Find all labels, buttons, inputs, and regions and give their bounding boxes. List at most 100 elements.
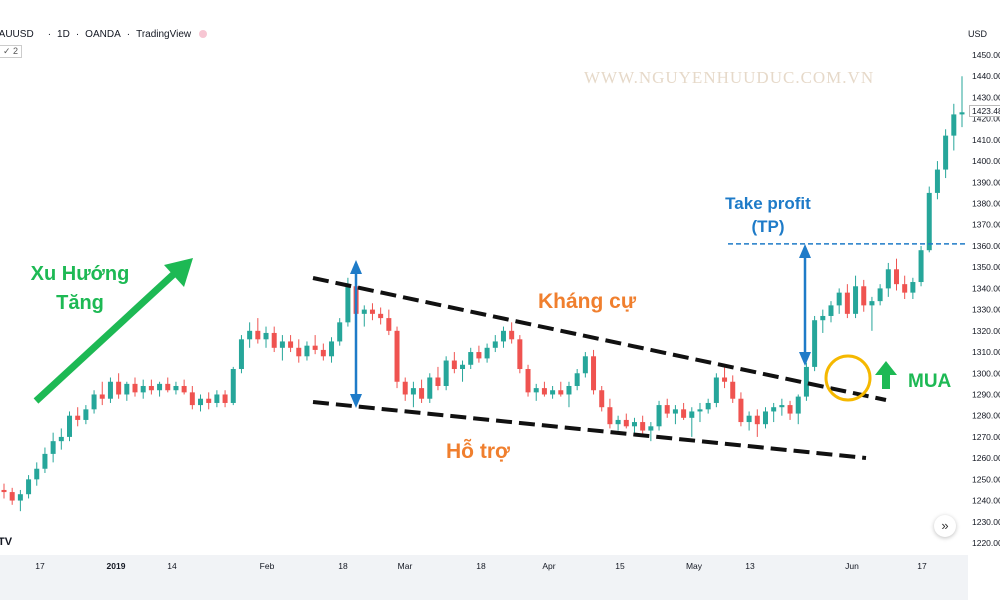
resistance-line (312, 276, 887, 402)
time-tick-label: Apr (542, 561, 555, 571)
candle (378, 307, 384, 325)
uptrend-arrow (33, 258, 193, 404)
separator: · (47, 29, 52, 40)
price-tick-label: 1300.00 (972, 368, 1000, 378)
candle (902, 275, 908, 299)
candle (279, 335, 285, 361)
price-tick-label: 1370.00 (972, 220, 1000, 230)
time-tick-label: 2019 (107, 561, 126, 571)
candle (255, 318, 261, 344)
indicator-toggle[interactable]: ✓ 2 (0, 45, 23, 58)
candle (361, 305, 367, 327)
candle (500, 326, 506, 348)
price-tick-label: 1320.00 (972, 326, 1000, 336)
candle (1, 483, 7, 499)
time-tick-labels: 17 2019 14 Feb 18 Mar 18 Apr 15 May 13 Jun 17 (35, 561, 927, 571)
support-line (312, 400, 867, 460)
candle (623, 413, 629, 429)
price-tick-label: 1250.00 (972, 474, 1000, 484)
candle (550, 385, 556, 399)
price-axis[interactable] (968, 0, 1000, 600)
candle (820, 309, 826, 333)
candle (893, 258, 899, 291)
candle (926, 186, 932, 253)
candle (828, 301, 834, 323)
time-axis[interactable] (0, 555, 968, 600)
candle (722, 366, 728, 389)
time-tick-label: Mar (398, 561, 413, 571)
buy-label: MUA (908, 371, 952, 392)
buy-arrow-icon (875, 361, 897, 389)
candle (713, 373, 719, 408)
candle (337, 318, 343, 346)
candle (34, 462, 40, 486)
candle (754, 409, 760, 437)
candle (50, 432, 56, 463)
candle (631, 417, 637, 433)
candle (157, 381, 163, 397)
candle (599, 385, 605, 412)
price-tick-label: 1340.00 (972, 283, 1000, 293)
candle (640, 415, 646, 435)
candle (492, 335, 498, 353)
candle (460, 360, 466, 382)
candle (419, 379, 425, 403)
time-tick-label: Jun (845, 561, 859, 571)
price-tick-label: 1220.00 (972, 538, 1000, 548)
candle (173, 381, 179, 395)
candle (672, 405, 678, 425)
price-tick-label: 1430.00 (972, 92, 1000, 102)
price-tick-label: 1380.00 (972, 199, 1000, 209)
price-tick-label: 1260.00 (972, 453, 1000, 463)
candle (476, 345, 482, 363)
candle (509, 322, 515, 344)
separator: · (126, 29, 131, 40)
candle (591, 349, 597, 395)
candle (222, 390, 228, 408)
candle (206, 392, 212, 410)
candle (214, 390, 220, 408)
candle (836, 288, 842, 314)
price-tick-label: 1240.00 (972, 496, 1000, 506)
candle (885, 262, 891, 297)
candle (746, 411, 752, 431)
candle (648, 422, 654, 442)
candle (263, 326, 269, 348)
candle (132, 377, 138, 397)
candle (402, 377, 408, 401)
candle (107, 377, 113, 403)
candle (566, 381, 572, 408)
candle (934, 161, 940, 200)
candle (697, 402, 703, 423)
last-price-tag: 1423.48 (969, 105, 1000, 117)
candle (443, 356, 449, 391)
take-profit-label: Take profit (TP) (725, 194, 811, 236)
candle (918, 245, 924, 287)
candle (812, 315, 818, 372)
price-tick-label: 1390.00 (972, 177, 1000, 187)
candle (26, 475, 32, 499)
candle (329, 337, 335, 363)
candle (124, 381, 130, 401)
time-tick-label: 13 (745, 561, 755, 571)
candle (533, 383, 539, 401)
candle (664, 398, 670, 418)
breakout-circle (824, 354, 872, 402)
candle (484, 343, 490, 363)
candle (517, 335, 523, 374)
candle (9, 487, 15, 505)
candle (689, 407, 695, 437)
scroll-to-realtime-button[interactable]: » (934, 515, 956, 537)
candle (189, 385, 195, 410)
interval[interactable]: 1D (57, 29, 70, 40)
symbol-name[interactable]: XAUUSD (0, 29, 34, 40)
time-tick-label: 18 (338, 561, 348, 571)
resistance-label: Kháng cự (538, 290, 637, 313)
price-tick-label: 1330.00 (972, 305, 1000, 315)
watermark: WWW.NGUYENHUUDUC.COM.VN (584, 68, 875, 87)
price-tick-label: 1450.00 (972, 50, 1000, 60)
currency-selector[interactable]: USD (968, 29, 988, 39)
symbol-header[interactable]: XAUUSD · 1D · OANDA · TradingView (0, 29, 213, 40)
pattern-height-arrow (350, 260, 362, 408)
